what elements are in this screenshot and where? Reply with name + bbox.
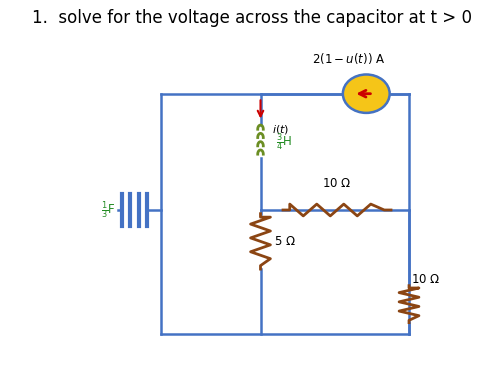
Text: $\frac{3}{4}$H: $\frac{3}{4}$H xyxy=(276,131,293,153)
Text: $10\ \Omega$: $10\ \Omega$ xyxy=(411,273,441,286)
Circle shape xyxy=(343,74,390,113)
Text: $i(t)$: $i(t)$ xyxy=(272,123,289,136)
Text: $\frac{1}{3}$F: $\frac{1}{3}$F xyxy=(101,199,116,221)
Text: $2(1-u(t))$ A: $2(1-u(t))$ A xyxy=(311,51,385,66)
Text: $10\ \Omega$: $10\ \Omega$ xyxy=(322,177,352,190)
Text: $5\ \Omega$: $5\ \Omega$ xyxy=(274,235,296,248)
Text: 1.  solve for the voltage across the capacitor at t > 0: 1. solve for the voltage across the capa… xyxy=(32,9,471,27)
